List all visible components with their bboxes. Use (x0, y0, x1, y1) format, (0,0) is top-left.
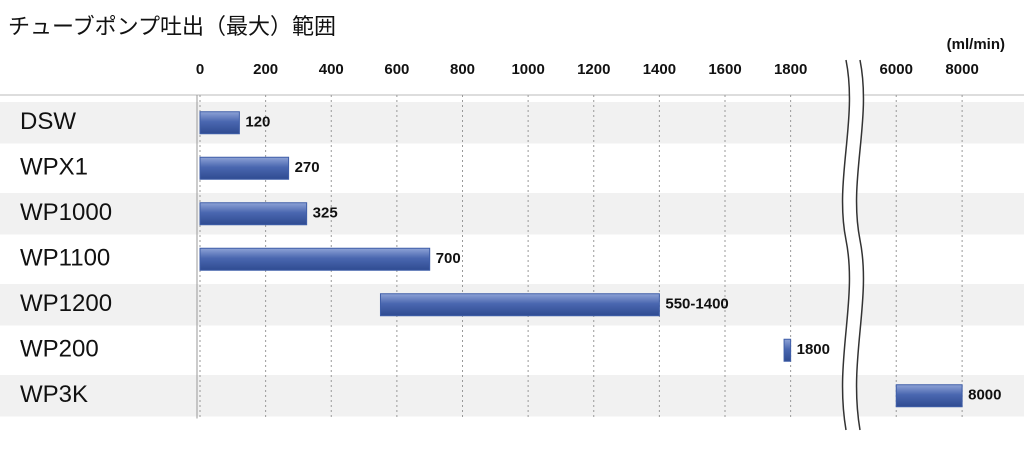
chart-title: チューブポンプ吐出（最大）範囲 (8, 14, 336, 39)
x-tick-label: 1000 (511, 61, 544, 78)
category-label: WP1000 (20, 199, 112, 226)
x-tick-label: 1800 (774, 61, 807, 78)
bar (199, 247, 431, 271)
row-band (0, 102, 1024, 144)
bar (199, 202, 308, 226)
value-label: 325 (313, 205, 338, 222)
category-label: WP1100 (20, 245, 110, 272)
value-label: 700 (436, 250, 461, 267)
x-tick-label: 1400 (643, 61, 676, 78)
bar (783, 338, 792, 362)
x-tick-label: 6000 (880, 61, 913, 78)
x-tick-label: 400 (319, 61, 344, 78)
bar (895, 384, 963, 408)
value-label: 1800 (797, 341, 830, 358)
category-label: WP1200 (20, 290, 112, 317)
row-band (0, 329, 1024, 371)
value-label: 270 (295, 159, 320, 176)
value-label: 120 (245, 114, 270, 131)
bar (199, 111, 240, 135)
bar (199, 156, 290, 180)
x-tick-label: 200 (253, 61, 278, 78)
x-tick-label: 800 (450, 61, 475, 78)
row-band (0, 147, 1024, 189)
category-label: WP200 (20, 336, 99, 363)
category-label: WPX1 (20, 154, 88, 181)
x-tick-label: 0 (196, 61, 204, 78)
value-label: 8000 (968, 387, 1001, 404)
x-tick-label: 8000 (945, 61, 978, 78)
category-label: DSW (20, 108, 76, 135)
row-band (0, 375, 1024, 417)
value-label: 550-1400 (665, 296, 728, 313)
unit-label: (ml/min) (947, 36, 1005, 53)
x-tick-label: 600 (384, 61, 409, 78)
axis-break-line (841, 59, 865, 431)
row-band (0, 238, 1024, 280)
bar (379, 293, 660, 317)
category-label: WP3K (20, 381, 88, 408)
x-tick-label: 1600 (708, 61, 741, 78)
x-tick-label: 1200 (577, 61, 610, 78)
row-band (0, 193, 1024, 235)
axis-break (842, 60, 864, 430)
